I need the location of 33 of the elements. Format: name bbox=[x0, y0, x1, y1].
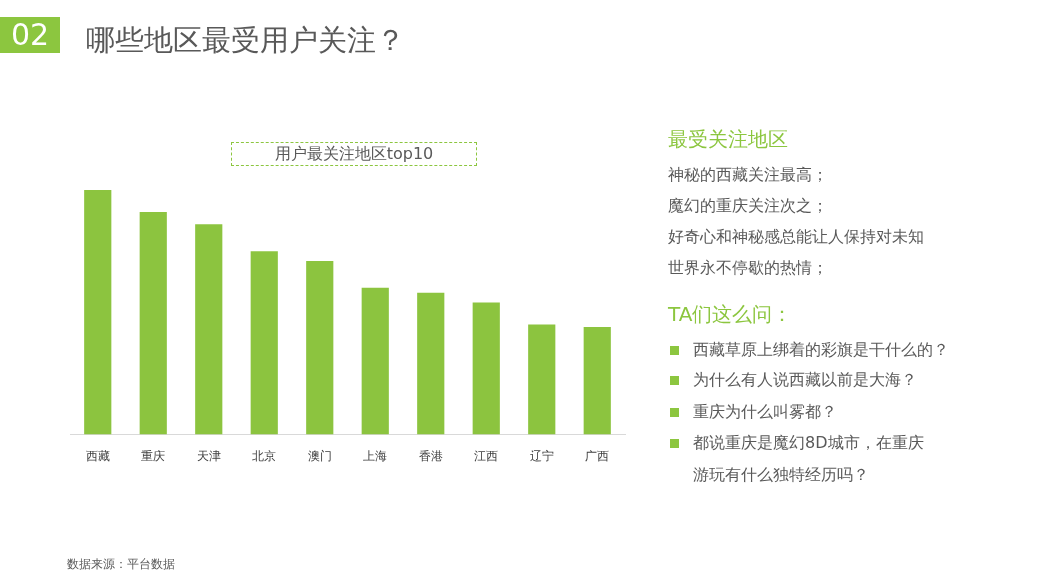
text: TA们这么问： bbox=[668, 302, 793, 327]
text: 神秘的西藏关注最高； bbox=[668, 165, 828, 185]
x-tick-label: 北京 bbox=[252, 448, 277, 463]
x-tick-label: 香港 bbox=[418, 448, 443, 463]
x-tick-label: 上海 bbox=[363, 448, 388, 463]
chart-subtitle: 用户最关注地区top10 bbox=[231, 142, 477, 166]
text: 好奇心和神秘感总能让人保持对未知世界永不停歇的热情； bbox=[668, 226, 925, 279]
text: 为什么有人说西藏以前是大海？ bbox=[693, 370, 917, 390]
text: 都说重庆是魔幻8D城市，在重庆游玩有什么独特经历吗？ bbox=[693, 432, 925, 486]
chart-title: 哪些地区最受用户关注？ bbox=[86, 22, 405, 59]
bar bbox=[195, 224, 223, 435]
text: 魔幻的重庆关注次之； bbox=[668, 196, 828, 216]
x-tick-label: 天津 bbox=[196, 448, 221, 463]
bar bbox=[417, 292, 445, 435]
text: 02 bbox=[0, 17, 60, 53]
bar bbox=[472, 302, 500, 435]
x-tick-label: 江西 bbox=[474, 448, 499, 463]
x-tick-label: 重庆 bbox=[141, 448, 166, 463]
x-tick-label: 辽宁 bbox=[529, 448, 554, 463]
bar bbox=[306, 260, 334, 435]
bar bbox=[361, 287, 389, 435]
source-note: 数据来源：平台数据 bbox=[67, 557, 175, 572]
text: 最受关注地区 bbox=[668, 127, 788, 152]
x-tick-label: 广西 bbox=[585, 448, 610, 463]
bar bbox=[250, 251, 278, 435]
bar bbox=[528, 324, 556, 435]
bar bbox=[139, 212, 167, 435]
x-tick-label: 西藏 bbox=[85, 448, 110, 463]
bar bbox=[583, 326, 611, 435]
text: 西藏草原上绑着的彩旗是干什么的？ bbox=[693, 340, 949, 360]
text: 重庆为什么叫雾都？ bbox=[693, 402, 837, 422]
bar bbox=[84, 190, 112, 435]
x-tick-label: 澳门 bbox=[307, 448, 332, 463]
